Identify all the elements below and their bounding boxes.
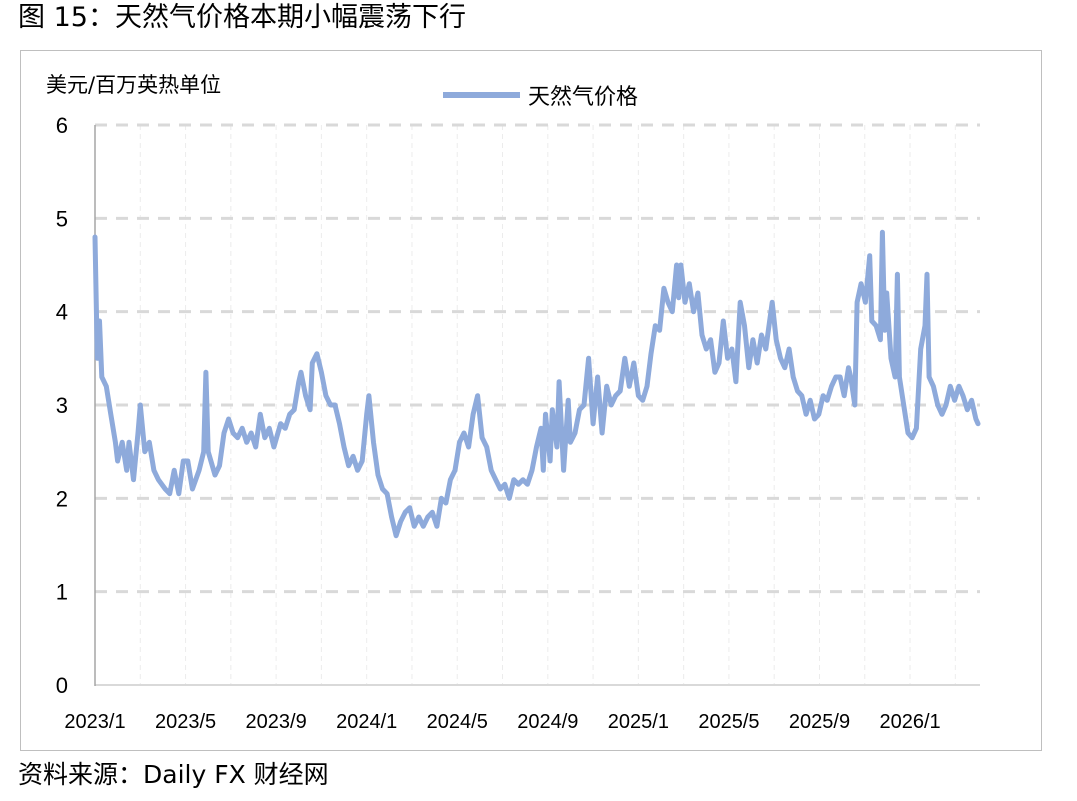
y-tick-label: 0 — [56, 673, 68, 698]
y-tick-label: 5 — [56, 206, 68, 231]
x-tick-labels: 2023/1 2023/5 2023/9 2024/1 2024/5 2024/9 2025… — [64, 711, 940, 733]
x-tick-label: 2025/9 — [789, 711, 850, 733]
x-tick-label: 2023/5 — [155, 711, 216, 733]
x-tick-label: 2024/1 — [336, 711, 397, 733]
y-axis-unit-label: 美元/百万英热单位 — [46, 73, 221, 97]
legend-label: 天然气价格 — [528, 85, 638, 110]
x-tick-label: 2023/9 — [246, 711, 307, 733]
x-tick-label: 2024/9 — [517, 711, 578, 733]
x-tick-label: 2025/5 — [698, 711, 759, 733]
x-tick-label: 2024/5 — [427, 711, 488, 733]
y-tick-labels: 0 1 2 3 4 5 6 — [56, 113, 68, 698]
y-tick-label: 6 — [56, 113, 68, 138]
x-tick-label: 2025/1 — [608, 711, 669, 733]
legend: 天然气价格 — [443, 85, 638, 110]
y-tick-label: 2 — [56, 486, 68, 511]
x-tick-label: 2026/1 — [879, 711, 940, 733]
y-tick-label: 4 — [56, 300, 68, 325]
figure-title: 图 15：天然气价格本期小幅震荡下行 — [18, 2, 466, 33]
y-tick-label: 3 — [56, 393, 68, 418]
series-line-natural-gas-price — [92, 229, 981, 539]
chart-frame — [20, 50, 1042, 751]
y-tick-label: 1 — [56, 580, 68, 605]
gridlines — [95, 123, 980, 686]
source-note: 资料来源：Daily FX 财经网 — [18, 760, 329, 789]
x-tick-label: 2023/1 — [64, 711, 125, 733]
